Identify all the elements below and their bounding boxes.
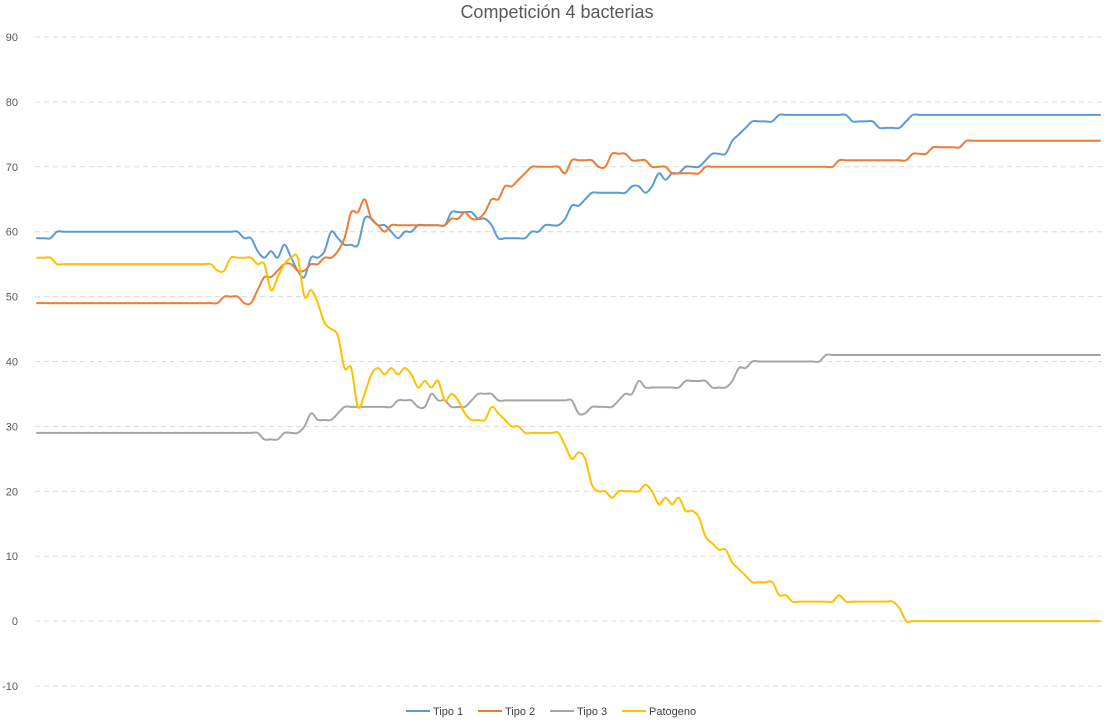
y-tick-label: 30 [6,421,18,433]
legend-label: Patogeno [649,706,696,718]
y-tick-label: 60 [6,227,18,239]
series-line-tipo-2 [36,139,1101,306]
y-tick-label: 0 [12,616,18,628]
legend-label: Tipo 2 [505,706,535,718]
y-tick-label: 20 [6,486,18,498]
y-tick-label: 40 [6,357,18,369]
chart-title: Competición 4 bacterias [460,2,653,22]
legend-item-tipo-1: Tipo 1 [406,706,463,718]
legend-item-tipo-2: Tipo 2 [478,706,535,718]
series-lines [36,113,1101,624]
y-tick-label: 90 [6,32,18,44]
legend: Tipo 1 Tipo 2 Tipo 3 Patogeno [406,706,696,718]
legend-label: Tipo 1 [433,706,463,718]
y-tick-label: 80 [6,97,18,109]
legend-label: Tipo 3 [577,706,607,718]
legend-item-tipo-3: Tipo 3 [550,706,607,718]
y-tick-label: -10 [2,681,18,693]
series-line-patogeno [36,253,1101,624]
y-axis-ticks: -10 0 10 20 30 40 50 60 70 80 90 [2,32,18,693]
legend-item-patogeno: Patogeno [622,706,696,718]
y-tick-label: 50 [6,292,18,304]
y-tick-label: 10 [6,551,18,563]
series-line-tipo-3 [36,353,1101,441]
series-line-tipo-1 [36,113,1101,279]
y-tick-label: 70 [6,162,18,174]
gridlines [35,36,1102,687]
